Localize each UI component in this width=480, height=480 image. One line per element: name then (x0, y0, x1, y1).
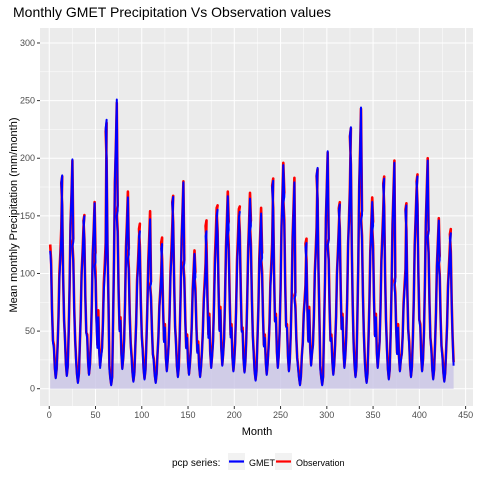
legend-label-observation: Observation (296, 458, 345, 468)
x-tick-label: 400 (412, 410, 427, 420)
chart-title: Monthly GMET Precipitation Vs Observatio… (13, 4, 331, 20)
gmet-ribbon (50, 363, 454, 389)
legend-label-gmet: GMET (249, 458, 276, 468)
y-tick-label: 300 (20, 38, 35, 48)
legend-title: pcp series: (172, 458, 220, 469)
x-axis-title: Month (242, 426, 273, 438)
y-tick-label: 100 (20, 268, 35, 278)
series-layer (48, 98, 455, 387)
ribbon-layer (50, 363, 454, 389)
x-tick-label: 250 (273, 410, 288, 420)
x-tick-label: 200 (227, 410, 242, 420)
grid-major (40, 28, 473, 406)
x-tick-label: 300 (319, 410, 334, 420)
x-tick-label: 100 (134, 410, 149, 420)
y-tick-label: 200 (20, 153, 35, 163)
x-tick-label: 350 (366, 410, 381, 420)
y-tick-label: 250 (20, 96, 35, 106)
x-tick-label: 150 (181, 410, 196, 420)
x-tick-label: 50 (91, 410, 101, 420)
x-tick-label: 450 (458, 410, 473, 420)
y-tick-label: 150 (20, 211, 35, 221)
x-axis: 0 50 100 150 200 250 300 350 400 450 (47, 406, 473, 420)
legend: pcp series: GMET Observation (172, 453, 345, 470)
y-axis: 0 50 100 150 200 250 300 (20, 38, 40, 394)
series-line-gmet (49, 98, 455, 387)
x-tick-label: 0 (47, 410, 52, 420)
y-tick-label: 50 (25, 326, 35, 336)
y-axis-title: Mean monthly Precipitation (mm/month) (8, 117, 20, 312)
y-tick-label: 0 (30, 384, 35, 394)
